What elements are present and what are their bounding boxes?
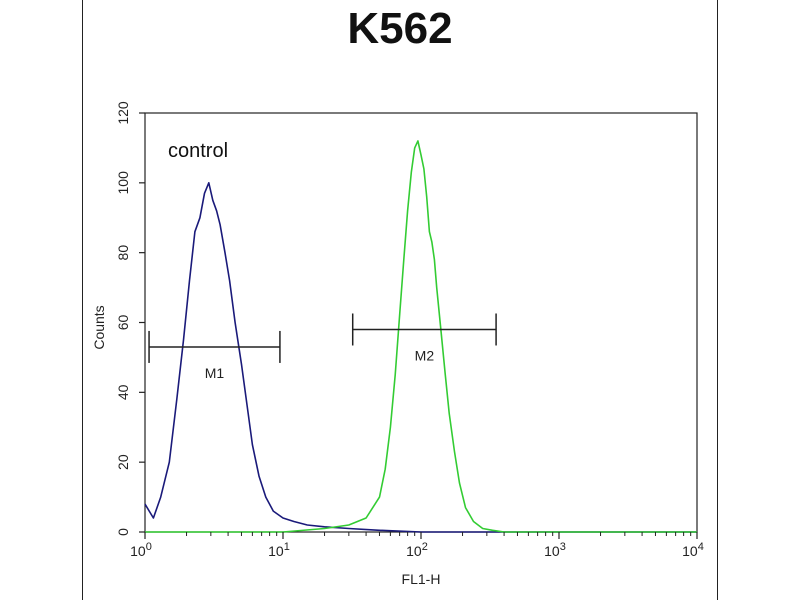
marker-label-m1: M1 [205,365,225,381]
y-tick-label-40: 40 [115,384,131,400]
y-axis-title: Counts [91,305,107,349]
x-tick-label-1: 100 [130,541,152,559]
series-line-2 [145,140,697,533]
marker-label-m2: M2 [415,347,435,363]
x-tick-exponent: 0 [146,541,152,553]
y-tick-label-100: 100 [115,171,131,195]
figure-frame [82,0,718,600]
plot-area [144,112,698,533]
x-tick-exponent: 2 [422,541,428,553]
x-tick-exponent: 4 [698,541,704,553]
y-tick-label-120: 120 [115,101,131,125]
x-axis-title: FL1-H [402,571,441,587]
x-tick-exponent: 3 [560,541,566,553]
chart-title: K562 [347,4,453,53]
x-tick-label-100: 102 [406,541,428,559]
y-tick-label-80: 80 [115,245,131,261]
x-tick-label-1000: 103 [544,541,566,559]
y-tick-label-20: 20 [115,454,131,470]
series-line-1 [144,182,697,533]
y-tick-label-60: 60 [115,315,131,331]
x-tick-label-10000: 104 [682,541,704,559]
control-annotation: control [168,140,228,162]
y-tick-label-0: 0 [115,528,131,536]
x-tick-label-10: 101 [268,541,290,559]
x-tick-exponent: 1 [284,541,290,553]
